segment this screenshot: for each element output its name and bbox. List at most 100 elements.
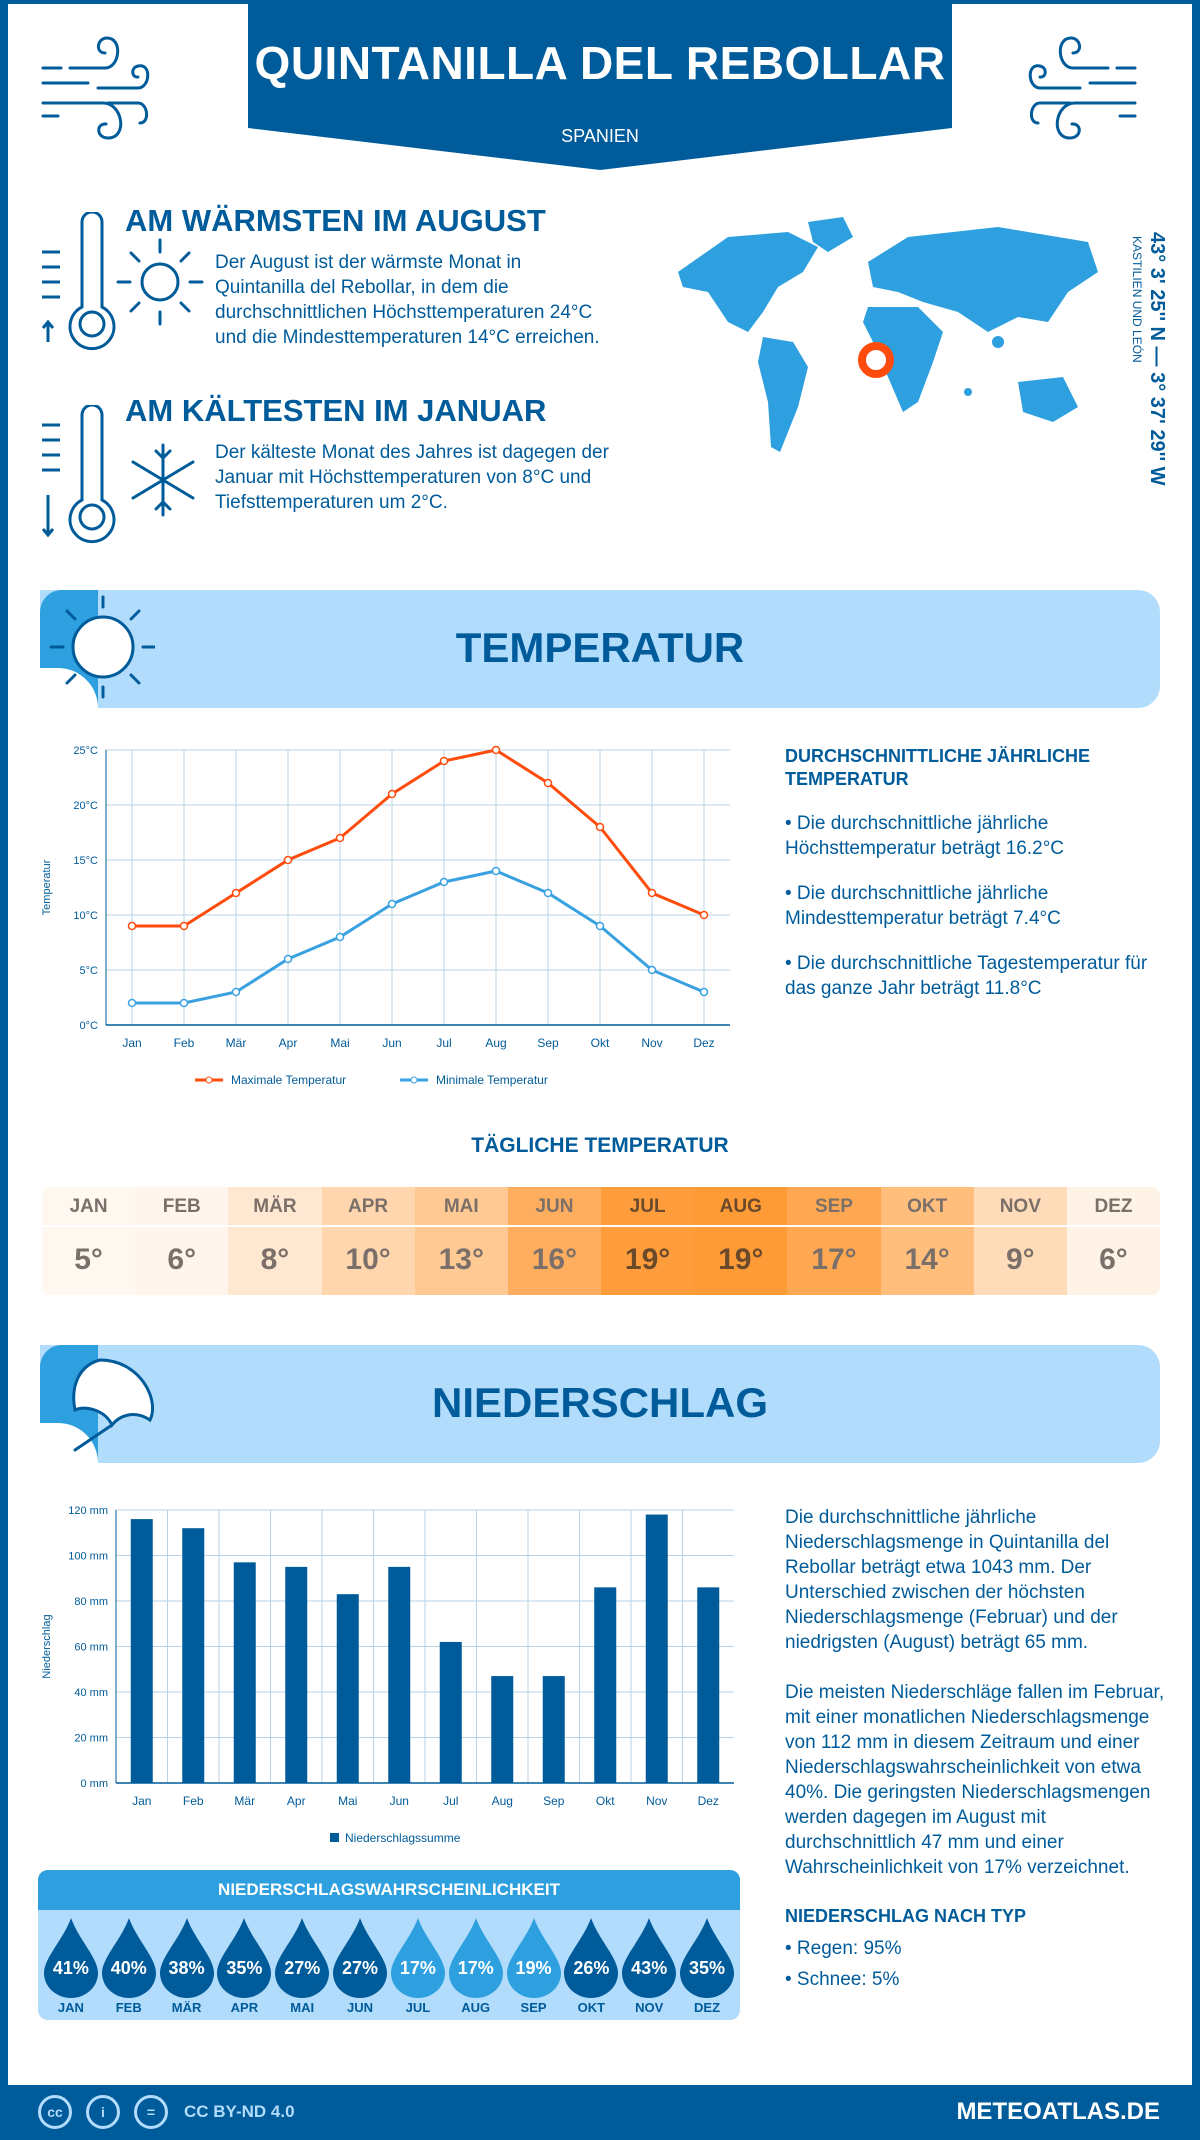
wind-icon	[1028, 36, 1137, 140]
daily-value: 19°	[624, 1243, 671, 1276]
page-title: QUINTANILLA DEL REBOLLAR	[254, 37, 946, 89]
y-tick-label: 0°C	[80, 1020, 99, 1032]
precipitation-paragraph-2: Die meisten Niederschläge fallen im Febr…	[785, 1682, 1165, 1878]
data-point	[127, 921, 137, 931]
probability-value: 26%	[573, 1958, 610, 1978]
precipitation-bar	[645, 1514, 668, 1783]
daily-month: DEZ	[1066, 1187, 1160, 1227]
y-tick-label: 20 mm	[74, 1733, 108, 1745]
precipitation-bar	[439, 1641, 462, 1783]
data-point	[179, 998, 189, 1008]
precipitation-bar	[285, 1566, 308, 1783]
daily-value: 8°	[260, 1243, 290, 1276]
license-link[interactable]: CC BY-ND 4.0	[184, 2102, 295, 2121]
type-snow: • Schnee: 5%	[785, 1969, 900, 1990]
daily-month: AUG	[694, 1187, 788, 1227]
probability-drop: 17% AUG	[447, 1910, 505, 2020]
data-point	[283, 954, 293, 964]
x-tick-label: Sep	[543, 1794, 565, 1808]
bullet-min: • Die durchschnittliche jährliche Mindes…	[785, 883, 1061, 929]
wind-icon	[41, 36, 150, 140]
daily-temp-dez: DEZ 6°	[1066, 1187, 1160, 1295]
probability-month: DEZ	[694, 2000, 721, 2015]
precipitation-bar	[130, 1519, 153, 1783]
daily-value: 17°	[811, 1243, 857, 1276]
raindrop-icon	[448, 1918, 503, 1998]
precipitation-bar	[542, 1676, 565, 1783]
raindrop-icon	[275, 1918, 330, 1998]
precipitation-type-heading: NIEDERSCHLAG NACH TYP	[785, 1906, 1027, 1926]
x-tick-label: Mär	[234, 1794, 255, 1808]
x-tick-label: Aug	[485, 1036, 506, 1050]
data-point	[595, 822, 605, 832]
y-tick-label: 100 mm	[68, 1551, 108, 1563]
attribution-icon: i	[86, 2095, 120, 2129]
data-point	[387, 789, 397, 799]
daily-temp-okt: OKT 14°	[880, 1187, 974, 1295]
data-point	[491, 745, 501, 755]
data-point	[335, 932, 345, 942]
coldest-heading: AM KÄLTESTEN IM JANUAR	[125, 393, 547, 428]
daily-temp-sep: SEP 17°	[787, 1187, 881, 1295]
data-point	[595, 921, 605, 931]
x-tick-label: Mai	[338, 1794, 357, 1808]
temperature-title: TEMPERATUR	[455, 624, 745, 671]
precipitation-bar	[233, 1562, 256, 1783]
daily-temp-jun: JUN 16°	[507, 1187, 602, 1295]
daily-month: APR	[321, 1187, 415, 1227]
daily-month: SEP	[787, 1187, 881, 1227]
cc-icon: cc	[38, 2095, 72, 2129]
coldest-text: Der kälteste Monat des Jahres ist dagege…	[215, 442, 609, 513]
probability-drop: 17% JUL	[389, 1910, 447, 2020]
daily-month: JUL	[601, 1187, 695, 1227]
raindrop-icon	[680, 1918, 735, 1998]
x-tick-label: Aug	[492, 1794, 513, 1808]
daily-value: 6°	[1099, 1243, 1128, 1276]
no-derivatives-icon: =	[134, 2095, 168, 2129]
probability-value: 35%	[226, 1958, 263, 1978]
x-tick-label: Sep	[537, 1036, 559, 1050]
site-link[interactable]: METEOATLAS.DE	[956, 2098, 1160, 2125]
bullet-max: • Die durchschnittliche jährliche Höchst…	[785, 813, 1065, 859]
x-tick-label: Feb	[174, 1036, 195, 1050]
bullet-avg: • Die durchschnittliche Tagestemperatur …	[785, 953, 1148, 999]
probability-month: NOV	[635, 2000, 664, 2015]
data-point	[699, 910, 709, 920]
legend-label: Niederschlagssumme	[345, 1831, 461, 1845]
sun-icon	[49, 595, 155, 699]
probability-value: 27%	[284, 1958, 321, 1978]
precipitation-bar	[336, 1594, 359, 1783]
data-point	[179, 921, 189, 931]
location-marker	[858, 342, 894, 378]
probability-drop: 38% MÄR	[158, 1910, 216, 2020]
y-tick-label: 15°C	[73, 855, 98, 867]
warmest-heading: AM WÄRMSTEN IM AUGUST	[125, 203, 546, 238]
daily-temp-feb: FEB 6°	[135, 1187, 229, 1295]
probability-drop: 43% NOV	[620, 1910, 678, 2020]
raindrop-icon	[506, 1918, 561, 1998]
y-tick-label: 10°C	[73, 910, 98, 922]
precipitation-bar	[182, 1528, 205, 1783]
probability-value: 38%	[168, 1958, 205, 1978]
x-tick-label: Feb	[183, 1794, 204, 1808]
raindrop-icon	[43, 1918, 98, 1998]
raindrop-icon	[333, 1918, 388, 1998]
x-tick-label: Okt	[596, 1794, 615, 1808]
thermometer-cold-icon	[41, 405, 195, 544]
probability-drop: 19% SEP	[505, 1910, 563, 2020]
x-tick-label: Jul	[436, 1036, 451, 1050]
probability-month: MÄR	[171, 2000, 202, 2015]
probability-value: 43%	[631, 1958, 668, 1978]
daily-month: JUN	[507, 1187, 602, 1227]
x-tick-label: Okt	[591, 1036, 610, 1050]
daily-temp-nov: NOV 9°	[973, 1187, 1067, 1295]
x-tick-label: Apr	[287, 1794, 306, 1808]
daily-value: 6°	[167, 1243, 197, 1276]
probability-drop: 40% FEB	[100, 1910, 158, 2020]
probability-value: 40%	[110, 1958, 147, 1978]
data-point	[231, 888, 241, 898]
title-banner	[248, 0, 952, 170]
daily-value: 9°	[1005, 1243, 1035, 1276]
data-point	[699, 987, 709, 997]
legend-label: Minimale Temperatur	[436, 1073, 548, 1087]
